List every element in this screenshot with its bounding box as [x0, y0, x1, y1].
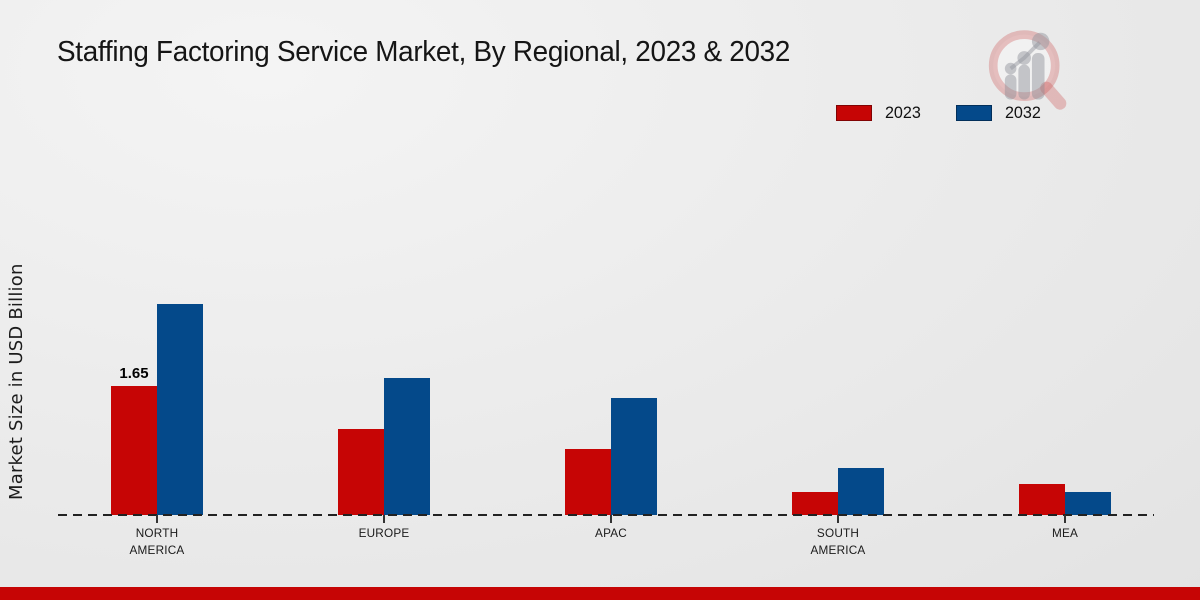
bar-2023-south-america: [792, 492, 838, 515]
bar-2023-europe: [338, 429, 384, 515]
x-axis-tick: [837, 515, 839, 523]
category-label-south-america: SOUTH AMERICA: [810, 526, 866, 558]
legend-label: 2032: [1004, 103, 1041, 122]
x-axis-dashed-baseline: [58, 514, 1154, 516]
bar-2032-mea: [1065, 492, 1111, 515]
bar-2023-apac: [565, 449, 611, 515]
category-label-mea: MEA: [1051, 526, 1079, 540]
footer-accent-bar: [0, 587, 1200, 600]
page-title: Staffing Factoring Service Market, By Re…: [57, 36, 791, 68]
bar-2023-north-america: [111, 386, 157, 515]
data-label-north-america-2023: 1.65: [119, 365, 149, 382]
x-axis-tick: [156, 515, 158, 523]
legend-label: 2023: [884, 103, 921, 122]
legend-item-2032: 2032: [955, 103, 1042, 123]
bar-2032-north-america: [157, 304, 203, 515]
x-axis-tick: [610, 515, 612, 523]
chart-legend: 2023 2032: [836, 103, 1042, 123]
legend-item-2023: 2023: [836, 103, 922, 123]
bar-2032-south-america: [838, 468, 884, 515]
bar-2023-mea: [1019, 484, 1065, 515]
x-axis-tick: [383, 515, 385, 523]
bar-2032-europe: [384, 378, 430, 515]
magnifier-chart-logo-icon: [988, 30, 1067, 110]
bar-2032-apac: [611, 398, 657, 515]
legend-swatch-2023: [836, 105, 872, 121]
x-axis-tick: [1064, 515, 1066, 523]
category-label-apac: APAC: [595, 526, 627, 540]
legend-swatch-2032: [955, 105, 992, 121]
category-label-north-america: NORTH AMERICA: [129, 526, 185, 558]
category-label-europe: EUROPE: [358, 526, 410, 540]
